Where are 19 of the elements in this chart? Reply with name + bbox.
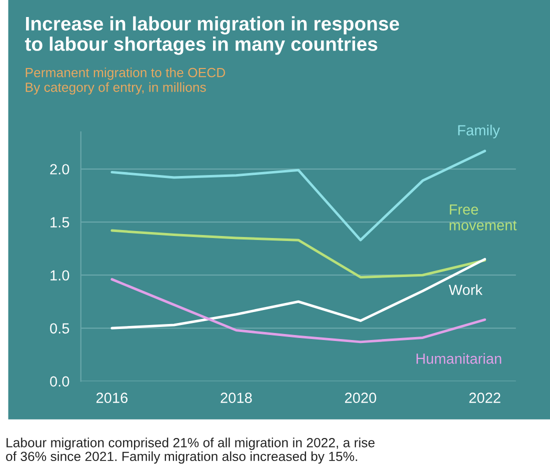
y-tick-label: 1.0 — [50, 270, 70, 281]
chart-title: Increase in labour migration in response to labour shortages in many countries — [24, 16, 400, 55]
line-series — [110, 278, 486, 344]
y-tick-label: 0.0 — [50, 376, 70, 387]
line-series — [110, 258, 486, 330]
series-label: Work — [448, 284, 482, 296]
y-tick-label: 2.0 — [50, 164, 70, 174]
text: Free movement — [450, 204, 517, 230]
chart-subtitle: Permanent migration to the OECD By category of entry, in millions — [26, 68, 226, 95]
x-tick-label: 2020 — [345, 392, 376, 404]
x-tick-label: 2018 — [220, 392, 252, 404]
y-tick-label: 1.5 — [50, 217, 70, 228]
x-tick-label: 2016 — [96, 392, 128, 404]
series-label: Humanitarian — [416, 353, 502, 364]
series-label: Family — [458, 124, 500, 138]
x-tick-label: 2022 — [469, 392, 500, 404]
line-series — [110, 229, 486, 278]
y-tick-label: 0.5 — [50, 323, 70, 334]
text: Labour migration comprised 21% of all migration in 2022, a rise of 36% since 2021. Family migration also increased by 15%. — [6, 438, 375, 464]
